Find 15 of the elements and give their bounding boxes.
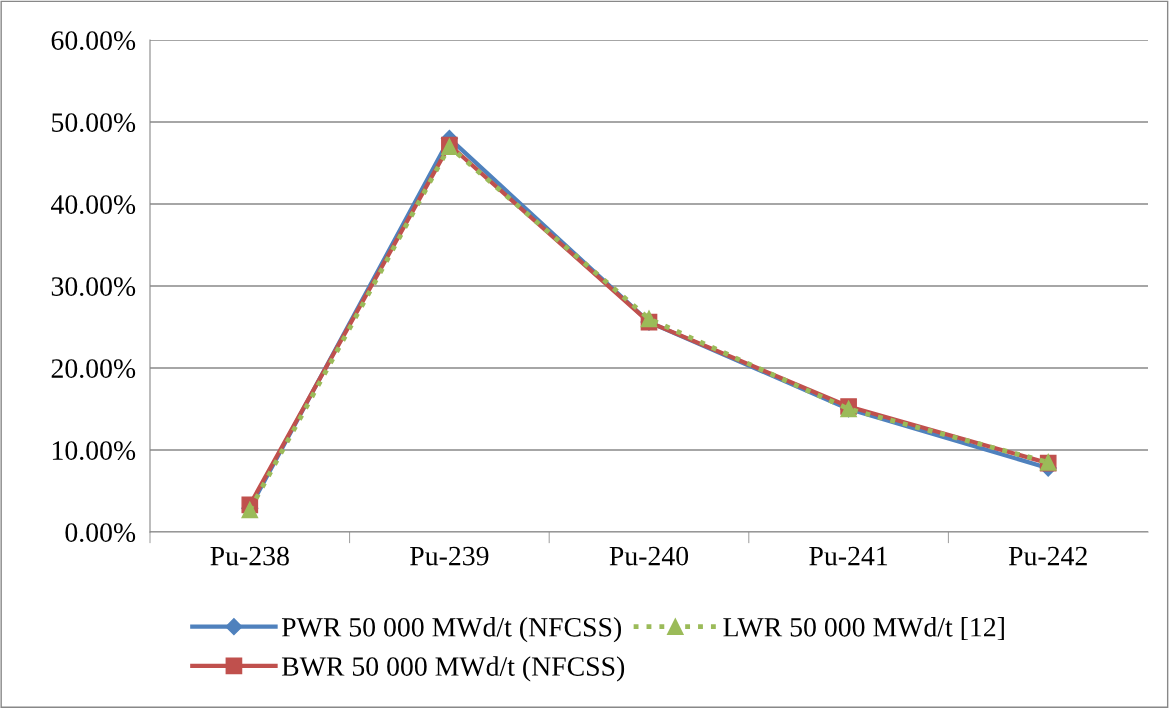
x-tick-label: Pu-241 [809, 546, 888, 566]
x-tick-label: Pu-242 [1008, 546, 1087, 566]
y-tick-label: 0.00% [65, 523, 136, 543]
legend-label: LWR 50 000 MWd/t [12] [723, 617, 1004, 641]
y-tick-label: 10.00% [52, 441, 136, 461]
y-tick-label: 20.00% [51, 359, 136, 379]
legend-label: BWR 50 000 MWd/t (NFCSS) [281, 656, 625, 682]
legend-label: PWR 50 000 MWd/t (NFCSS) [281, 617, 622, 643]
x-tick-label: Pu-240 [609, 546, 689, 566]
x-tick-label: Pu-239 [410, 546, 489, 566]
y-tick-label: 50.00% [52, 113, 136, 133]
x-tick-label: Pu-238 [210, 546, 289, 566]
y-tick-label: 30.00% [51, 277, 136, 297]
y-tick-label: 60.00% [51, 31, 136, 51]
y-tick-label: 40.00% [51, 195, 136, 215]
